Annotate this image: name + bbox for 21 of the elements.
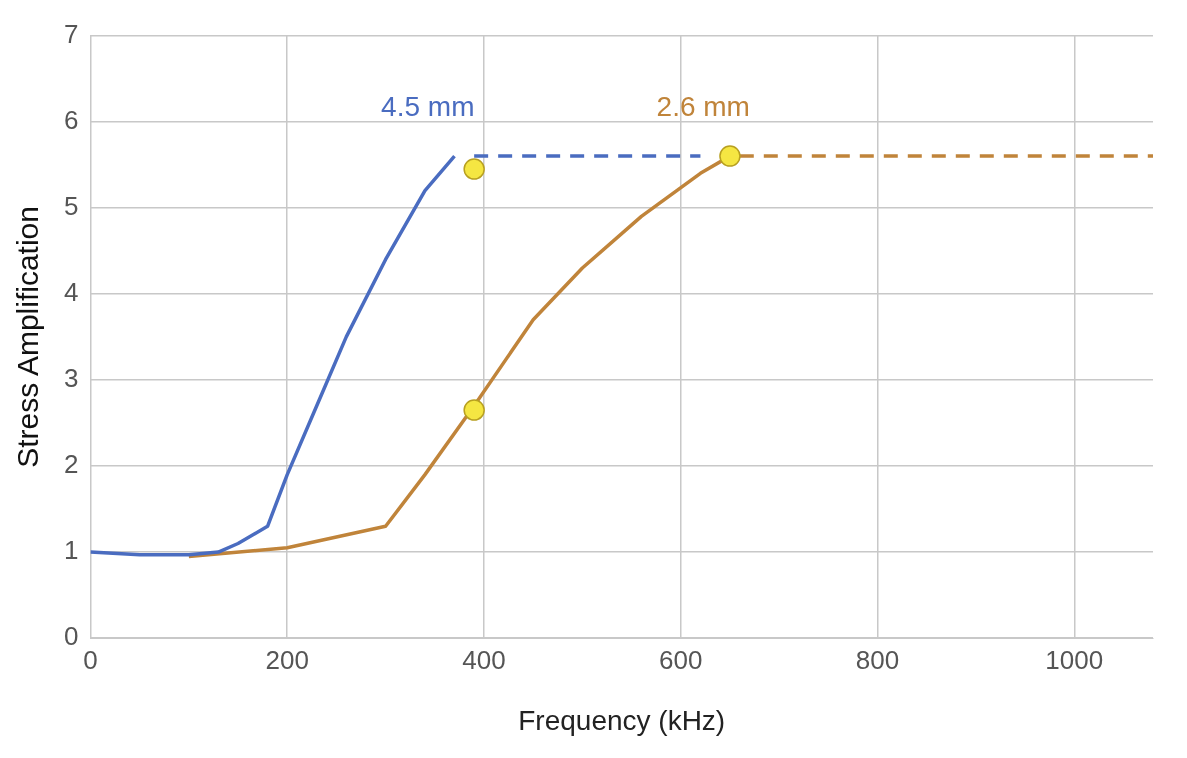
x-tick-label: 400	[462, 644, 506, 675]
x-tick-label: 0	[83, 644, 98, 675]
y-tick-label: 5	[63, 190, 79, 221]
point	[719, 145, 741, 167]
y-axis-title: Stress Amplification	[11, 206, 45, 468]
series-label: 2.6 mm	[656, 90, 750, 122]
x-tick-label: 600	[659, 644, 703, 675]
y-tick-label: 7	[63, 18, 79, 49]
y-tick-label: 3	[63, 363, 79, 394]
point	[463, 399, 485, 421]
point	[463, 158, 485, 180]
series-label: 4.5 mm	[381, 90, 475, 122]
x-tick-label: 1000	[1045, 644, 1104, 675]
y-tick-label: 1	[63, 535, 79, 566]
x-axis-title: Frequency (kHz)	[518, 704, 726, 736]
y-tick-label: 2	[63, 449, 79, 480]
y-tick-label: 4	[63, 277, 79, 308]
y-tick-label: 0	[63, 621, 79, 652]
x-tick-label: 200	[265, 644, 309, 675]
x-tick-label: 800	[855, 644, 900, 675]
y-tick-label: 6	[63, 104, 79, 135]
